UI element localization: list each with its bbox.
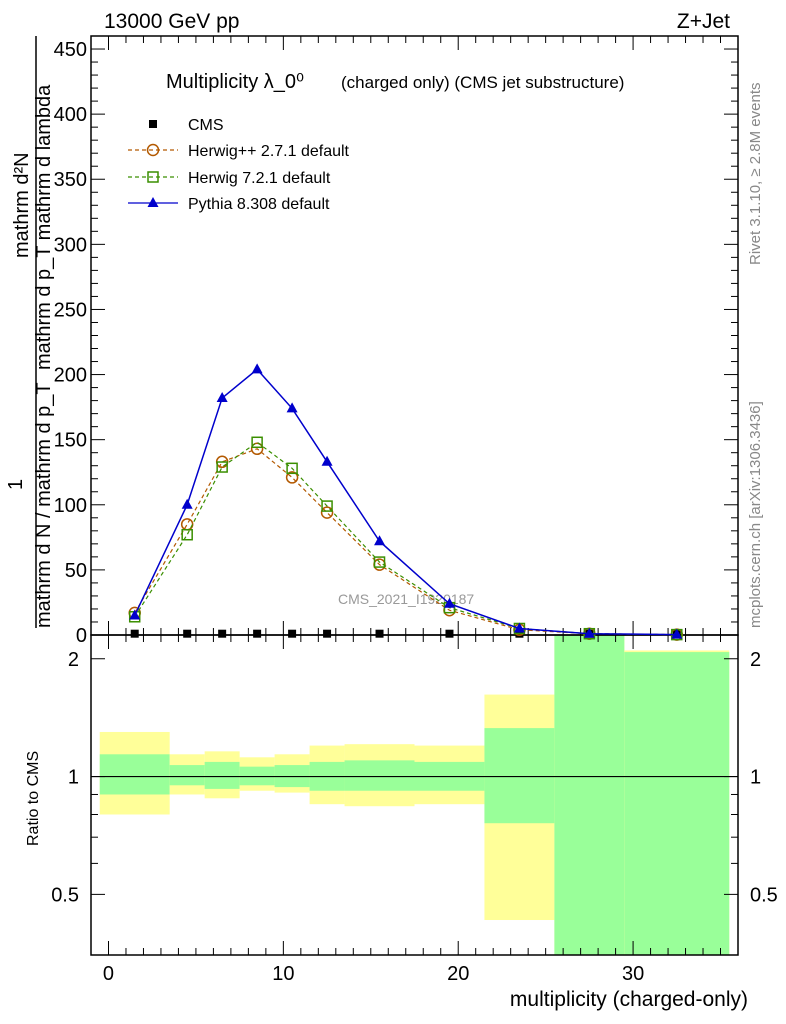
ratio-y-tick-label: 0.5: [51, 884, 79, 906]
data-point-marker: [321, 500, 333, 512]
data-point-marker: [181, 498, 193, 509]
legend-label: Herwig 7.2.1 default: [188, 170, 331, 187]
main-y-axis: 0 50 100 150 200 250 300 350 400 450: [54, 36, 738, 647]
data-point-marker: [285, 471, 299, 484]
ratio-y-tick-label: 1: [68, 767, 79, 789]
y-label-frac-1: 1: [5, 479, 27, 490]
data-point-marker: [251, 436, 263, 449]
y-tick-label: 250: [54, 299, 87, 321]
ratio-band-inner: [204, 761, 240, 789]
y-tick-label: 350: [54, 169, 87, 191]
y-tick-label: 300: [54, 234, 87, 256]
legend-label: Herwig++ 2.7.1 default: [188, 143, 350, 160]
data-point-marker: [250, 442, 264, 456]
y-tick-label: 450: [54, 39, 87, 61]
data-point-marker: [130, 629, 139, 638]
ratio-y-tick-label: 2: [68, 649, 79, 671]
data-point-marker: [286, 462, 298, 475]
data-point-marker: [583, 627, 595, 638]
x-axis-label: multiplicity (charged-only): [510, 988, 748, 1011]
data-point-marker: [181, 528, 193, 541]
series-line: [134, 448, 677, 636]
data-point-marker: [216, 461, 228, 473]
y-tick-label: 400: [54, 104, 87, 126]
ratio-band-inner: [554, 635, 625, 955]
data-point-marker: [445, 629, 454, 638]
data-point-marker: [147, 171, 159, 183]
data-point-marker: [286, 402, 298, 413]
data-point-marker: [323, 629, 332, 638]
data-point-marker: [320, 506, 334, 519]
legend: CMS Herwig++ 2.7.1 default Herwig 7.2.1 de…: [128, 117, 350, 213]
ratio-y-tick-label-right: 2: [750, 649, 761, 671]
main-plot-subtitle: (charged only) (CMS jet substructure): [341, 73, 624, 92]
ratio-y-axis-label: Ratio to CMS: [25, 751, 42, 846]
header-collision-label: 13000 GeV pp: [104, 10, 239, 33]
y-label-numerator: mathrm d²N: [11, 152, 33, 258]
mcplots-credit-label: mcplots.cern.ch [arXiv:1306.3436]: [747, 401, 764, 628]
y-tick-label: 100: [54, 495, 87, 517]
header-process-label: Z+Jet: [677, 10, 730, 33]
data-point-marker: [218, 629, 227, 638]
legend-label: CMS: [188, 117, 224, 134]
series-circle-open: [128, 442, 684, 641]
main-plot-title: Multiplicity λ_0⁰: [166, 71, 304, 93]
main-y-axis-label: mathrm d²N 1 mathrm d p_T mathrm d lambd…: [5, 36, 55, 628]
ratio-band-inner: [99, 754, 170, 795]
ratio-band-inner: [624, 652, 730, 955]
data-point-marker: [147, 197, 159, 207]
x-tick-label: 10: [272, 963, 294, 985]
x-tick-label: 0: [103, 963, 114, 985]
data-point-marker: [375, 629, 384, 638]
y-tick-label: 0: [76, 625, 87, 647]
ratio-band-inner: [484, 728, 555, 824]
data-point-marker: [129, 609, 141, 620]
data-point-marker: [671, 628, 683, 639]
data-point-marker: [149, 120, 157, 128]
data-point-marker: [373, 556, 386, 568]
data-point-marker: [253, 629, 262, 638]
data-point-marker: [251, 363, 263, 374]
rivet-version-label: Rivet 3.1.10, ≥ 2.8M events: [747, 83, 764, 266]
y-label-denominator-2: mathrm d N / mathrm d p_T: [33, 382, 55, 628]
x-tick-label: 20: [447, 963, 469, 985]
y-label-denominator: mathrm d p_T mathrm d lambda: [33, 84, 55, 370]
series-square-open: [128, 436, 683, 641]
ratio-axes: 0 10 20 30 0.5 0.5 1 1 2 2: [51, 635, 778, 985]
y-tick-label: 200: [54, 365, 87, 387]
legend-label: Pythia 8.308 default: [188, 196, 330, 213]
data-point-marker: [374, 535, 386, 546]
ratio-y-tick-label-right: 1: [750, 767, 761, 789]
data-point-marker: [183, 629, 192, 638]
data-point-marker: [321, 455, 333, 466]
data-point-marker: [216, 392, 228, 403]
data-point-marker: [288, 629, 297, 638]
ratio-bands: [99, 635, 730, 955]
ratio-plot-frame: [90, 634, 739, 956]
data-point-marker: [146, 143, 160, 157]
series-layer: [128, 363, 684, 641]
data-point-marker: [513, 622, 525, 633]
series-triangle-filled: [129, 363, 683, 639]
ratio-band-inner: [344, 760, 415, 791]
data-point-marker: [443, 597, 455, 608]
x-tick-label: 30: [622, 963, 644, 985]
ratio-band-inner: [169, 765, 205, 786]
y-tick-label: 50: [65, 560, 87, 582]
y-tick-label: 150: [54, 430, 87, 452]
ratio-y-tick-label-right: 0.5: [750, 884, 778, 906]
data-point-marker: [180, 518, 194, 531]
